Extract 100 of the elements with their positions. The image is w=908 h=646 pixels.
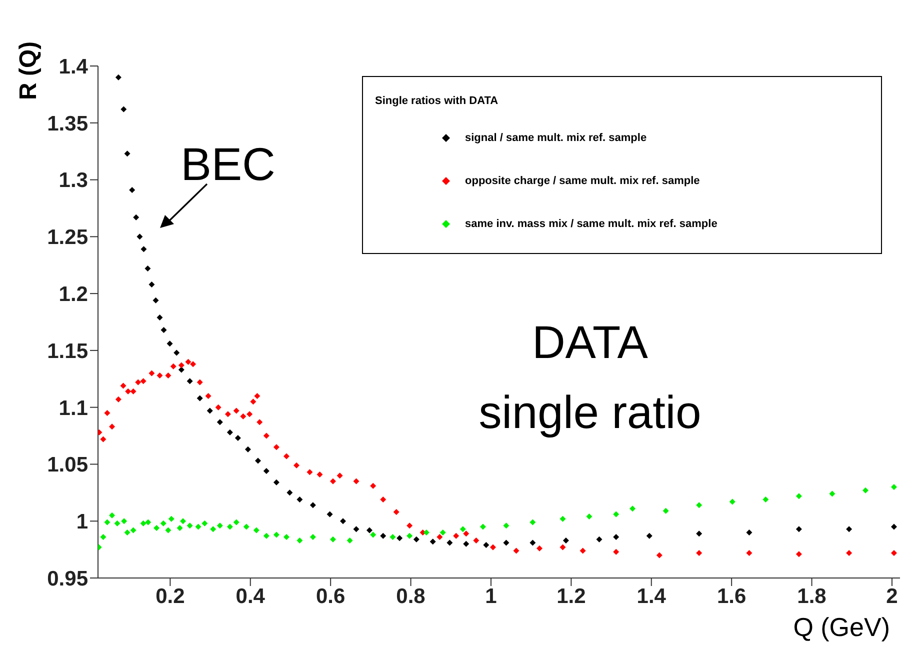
point (406, 532, 413, 539)
point (440, 529, 446, 536)
point (215, 404, 222, 410)
point (263, 532, 270, 539)
point (310, 534, 316, 540)
point (246, 411, 253, 418)
point (205, 392, 212, 399)
point (186, 378, 193, 384)
point (380, 496, 386, 502)
point (536, 545, 542, 552)
point (796, 551, 802, 558)
point (255, 458, 261, 464)
point (115, 396, 122, 402)
point (140, 378, 146, 384)
y-tick-label: 1.05 (47, 454, 88, 477)
point (283, 534, 290, 540)
point (580, 548, 586, 554)
point (330, 536, 336, 542)
point (224, 411, 231, 418)
point (453, 532, 460, 539)
point (129, 187, 136, 194)
y-axis-title: R (Q) (15, 41, 42, 100)
point (562, 537, 569, 544)
point (503, 522, 510, 529)
y-tick-label: 1.2 (58, 283, 88, 306)
x-tick-label: 0.8 (396, 584, 426, 608)
point (503, 540, 510, 546)
point (463, 530, 470, 537)
point (436, 534, 443, 540)
legend-title: Single ratios with DATA (375, 95, 500, 107)
point (216, 522, 223, 529)
point (121, 518, 128, 524)
point (165, 527, 172, 534)
y-tick-label: 1.1 (58, 396, 88, 420)
point (613, 534, 620, 540)
point (140, 246, 147, 252)
legend-label: opposite charge / same mult. mix ref. sample (465, 175, 700, 187)
point (216, 419, 223, 426)
point (446, 540, 453, 546)
point (829, 490, 836, 497)
point (156, 314, 163, 320)
point (185, 358, 192, 365)
point (152, 297, 159, 304)
point (586, 514, 592, 520)
point (190, 361, 196, 368)
point (646, 532, 652, 539)
point (124, 150, 130, 157)
x-tick-label: 1 (485, 584, 498, 608)
point (240, 413, 246, 420)
y-tick-label: 1.25 (47, 226, 88, 250)
point (176, 524, 183, 531)
annotation: single ratio (478, 386, 702, 438)
point (180, 518, 186, 524)
point (662, 508, 669, 514)
x-tick-label: 0.4 (236, 584, 266, 608)
point (178, 362, 184, 368)
point (135, 379, 142, 386)
x-tick-label: 1.6 (716, 584, 746, 608)
point (196, 379, 203, 386)
point (186, 522, 193, 529)
x-tick-label: 1.8 (797, 584, 827, 608)
point (393, 509, 400, 516)
point (316, 471, 323, 478)
point (273, 479, 280, 486)
point (114, 520, 120, 526)
y-tick-label: 1.3 (58, 169, 88, 192)
point (330, 478, 336, 484)
point (210, 526, 216, 532)
point (250, 398, 256, 405)
point (630, 506, 636, 512)
point (890, 484, 897, 490)
point (463, 540, 470, 547)
x-tick-label: 1.4 (636, 584, 666, 608)
legend-label: same inv. mass mix / same mult. mix ref. sample (465, 218, 718, 230)
point (156, 372, 163, 378)
x-tick-label: 0.6 (316, 584, 346, 608)
point (396, 535, 403, 542)
point (244, 446, 251, 452)
point (293, 462, 300, 468)
point (656, 552, 662, 558)
point (166, 340, 173, 347)
point (104, 519, 110, 526)
point (696, 530, 702, 537)
point (370, 482, 376, 489)
point (165, 372, 172, 378)
point (346, 537, 353, 544)
point (196, 395, 203, 402)
point (310, 502, 316, 508)
point (243, 524, 250, 530)
point (145, 519, 152, 526)
point (174, 350, 180, 356)
point (109, 424, 116, 430)
point (406, 522, 413, 529)
point (115, 74, 122, 80)
point (263, 468, 270, 474)
point (413, 536, 420, 542)
point (130, 527, 136, 534)
point (124, 529, 130, 536)
point (796, 493, 802, 500)
point (253, 527, 260, 534)
